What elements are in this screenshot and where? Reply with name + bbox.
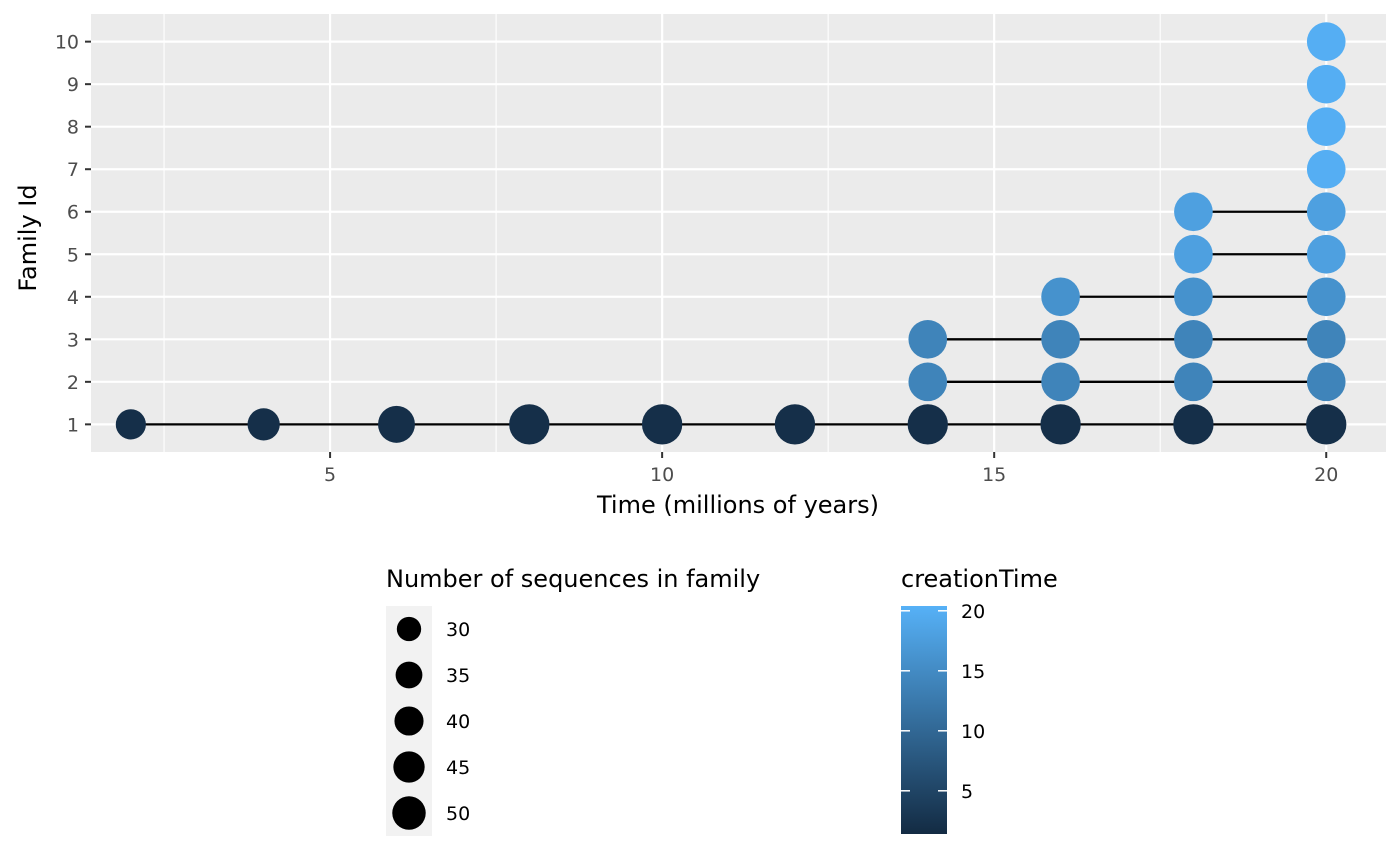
family-point xyxy=(908,319,948,359)
family-point xyxy=(1174,192,1213,232)
family-point xyxy=(378,405,415,443)
size-legend-label: 45 xyxy=(446,757,470,779)
family-point xyxy=(1041,277,1080,317)
x-tick-label: 10 xyxy=(650,464,674,486)
x-tick-label: 20 xyxy=(1314,464,1338,486)
plot-panel xyxy=(91,14,1386,452)
family-point xyxy=(1173,404,1214,445)
family-point xyxy=(1306,404,1347,445)
family-point xyxy=(907,404,948,445)
family-point xyxy=(908,362,948,402)
y-tick-label: 1 xyxy=(67,414,79,436)
family-point xyxy=(1306,64,1346,104)
family-point xyxy=(774,404,816,445)
size-legend-key xyxy=(393,751,425,783)
y-tick-label: 2 xyxy=(67,372,79,394)
y-tick-label: 10 xyxy=(55,32,79,54)
family-point xyxy=(1041,362,1080,402)
family-point xyxy=(1174,234,1213,274)
family-point xyxy=(1306,277,1346,317)
family-point xyxy=(1174,319,1213,359)
size-legend-key xyxy=(395,661,423,689)
size-legend-label: 50 xyxy=(446,803,470,825)
x-axis: 5 10 15 20 xyxy=(324,452,1338,486)
y-tick-label: 3 xyxy=(67,329,79,351)
color-legend-label: 5 xyxy=(961,781,973,803)
x-tick-label: 15 xyxy=(982,464,1006,486)
color-legend-title: creationTime xyxy=(901,565,1058,593)
size-legend-label: 35 xyxy=(446,665,470,687)
y-tick-label: 8 xyxy=(67,117,79,139)
size-legend-key xyxy=(394,706,424,736)
family-point xyxy=(1306,362,1346,402)
family-point xyxy=(1040,404,1081,445)
family-point xyxy=(1174,277,1213,317)
size-legend-title: Number of sequences in family xyxy=(386,565,760,593)
y-axis-title: Family Id xyxy=(14,184,42,291)
family-point xyxy=(115,409,146,440)
family-point xyxy=(1306,149,1346,189)
family-point xyxy=(509,404,550,445)
family-point xyxy=(1041,319,1080,359)
size-legend-label: 40 xyxy=(446,711,470,733)
family-point xyxy=(1306,192,1346,232)
size-legend: Number of sequences in family 30 35 40 45 50 xyxy=(386,565,760,836)
color-legend-ticks: 5 10 15 20 xyxy=(901,601,985,803)
family-points xyxy=(115,22,1347,445)
x-tick-label: 5 xyxy=(324,464,336,486)
size-legend-keys: 30 35 40 45 50 xyxy=(392,616,470,830)
color-legend: creationTime 5 10 15 20 xyxy=(901,565,1058,834)
size-legend-key xyxy=(392,796,426,830)
family-point xyxy=(1306,319,1346,359)
y-tick-label: 5 xyxy=(67,244,79,266)
size-legend-label: 30 xyxy=(446,619,470,641)
family-point xyxy=(247,408,280,441)
y-tick-label: 4 xyxy=(67,287,79,309)
color-legend-label: 10 xyxy=(961,721,985,743)
family-point xyxy=(1174,362,1213,402)
color-legend-bar xyxy=(901,606,947,834)
y-tick-label: 9 xyxy=(67,74,79,96)
family-point xyxy=(1306,22,1346,61)
size-legend-key xyxy=(396,616,422,642)
minor-gridlines xyxy=(163,14,1161,452)
x-axis-title: Time (millions of years) xyxy=(596,491,879,519)
color-legend-label: 15 xyxy=(961,661,985,683)
color-legend-label: 20 xyxy=(961,601,985,623)
family-point xyxy=(1306,107,1346,147)
family-point xyxy=(1306,234,1346,274)
y-tick-label: 7 xyxy=(67,159,79,181)
family-point xyxy=(641,404,683,445)
y-axis: 1 2 3 4 5 6 7 8 9 10 xyxy=(55,32,91,436)
y-tick-label: 6 xyxy=(67,202,79,224)
